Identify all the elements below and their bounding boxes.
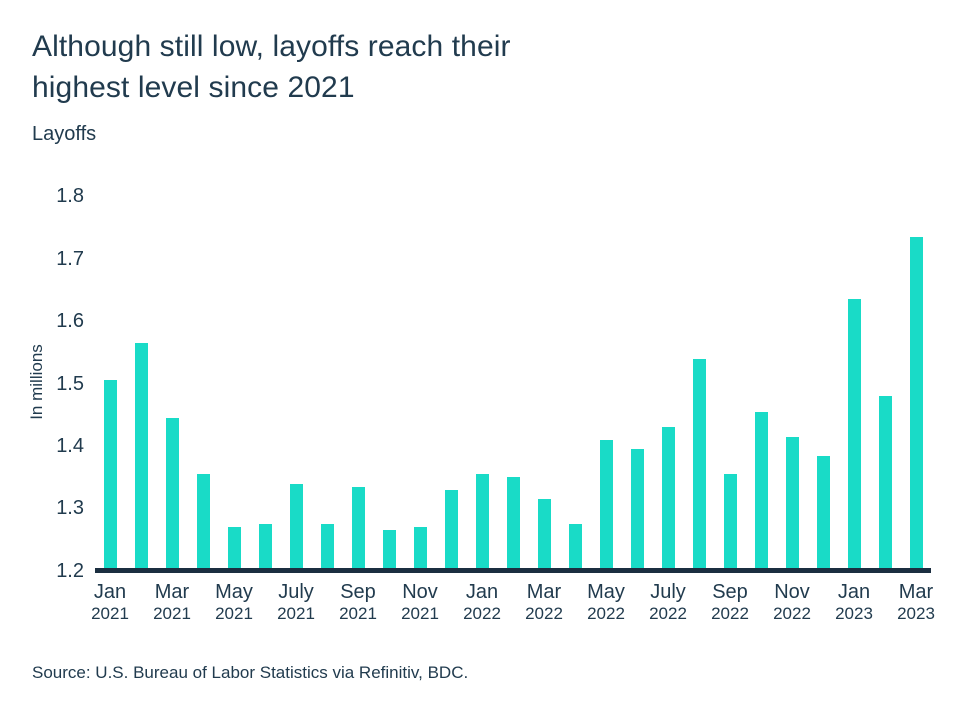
bar-sep-2022	[724, 474, 737, 568]
x-tick-month: Mar	[154, 581, 190, 603]
y-tick-label: 1.8	[56, 185, 84, 207]
x-tick-year: 2022	[463, 604, 501, 623]
x-tick-year: 2021	[91, 604, 129, 623]
bar-aug-2021	[321, 524, 334, 568]
bar-may-2021	[228, 527, 241, 568]
x-tick-label: Mar 2021	[130, 581, 214, 623]
x-tick-month: Nov	[402, 581, 438, 603]
bar-mar-2022	[538, 499, 551, 568]
x-tick-year: 2021	[401, 604, 439, 623]
bar-mar-2023	[910, 237, 923, 568]
x-tick-year: 2022	[773, 604, 811, 623]
x-tick-label: Jan 2022	[440, 581, 524, 623]
bar-oct-2021	[383, 530, 396, 568]
x-tick-year: 2023	[835, 604, 873, 623]
bar-sep-2021	[352, 487, 365, 568]
x-tick-year: 2022	[525, 604, 563, 623]
bar-feb-2023	[879, 396, 892, 568]
x-tick-month: Jan	[837, 581, 871, 603]
x-tick-year: 2021	[339, 604, 377, 623]
x-tick-label: Jan 2023	[812, 581, 896, 623]
x-tick-month: Mar	[898, 581, 934, 603]
x-tick-label: Nov 2021	[378, 581, 462, 623]
bar-jan-2023	[848, 299, 861, 568]
bar-jan-2021	[104, 380, 117, 568]
bar-oct-2022	[755, 412, 768, 568]
x-tick-label: Sep 2021	[316, 581, 400, 623]
bar-dec-2022	[817, 456, 830, 568]
bar-jul-2021	[290, 484, 303, 568]
x-tick-year: 2023	[897, 604, 935, 623]
bar-apr-2021	[197, 474, 210, 568]
x-tick-label: May 2021	[192, 581, 276, 623]
bar-feb-2021	[135, 343, 148, 568]
x-tick-month: May	[587, 581, 625, 603]
y-tick-label: 1.6	[56, 310, 84, 332]
bar-dec-2021	[445, 490, 458, 568]
bar-jul-2022	[662, 427, 675, 568]
bar-aug-2022	[693, 359, 706, 568]
x-tick-year: 2022	[649, 604, 687, 623]
x-tick-month: Jan	[93, 581, 127, 603]
x-tick-month: Sep	[712, 581, 748, 603]
chart-title-line2: highest level since 2021	[32, 71, 355, 104]
chart-subtitle: Layoffs	[32, 123, 97, 145]
x-tick-label: Nov 2022	[750, 581, 834, 623]
y-tick-label: 1.7	[56, 248, 84, 270]
bar-may-2022	[600, 440, 613, 568]
x-tick-label: Mar 2022	[502, 581, 586, 623]
x-tick-month: Jan	[465, 581, 499, 603]
bar-nov-2022	[786, 437, 799, 568]
x-tick-year: 2021	[153, 604, 191, 623]
y-tick-label: 1.3	[56, 497, 84, 519]
x-tick-month: July	[650, 581, 686, 603]
source-note: Source: U.S. Bureau of Labor Statistics …	[32, 663, 469, 682]
x-tick-label: Jan 2021	[68, 581, 152, 623]
x-axis-line	[95, 568, 931, 573]
bar-jun-2022	[631, 449, 644, 568]
x-tick-month: May	[215, 581, 253, 603]
bar-jan-2022	[476, 474, 489, 568]
y-tick-label: 1.5	[56, 373, 84, 395]
chart-title: Although still low, layoffs reach their …	[32, 26, 511, 108]
y-tick-label: 1.4	[56, 435, 84, 457]
bar-nov-2021	[414, 527, 427, 568]
bar-feb-2022	[507, 477, 520, 568]
x-tick-label: Mar 2023	[874, 581, 958, 623]
y-tick-label: 1.2	[56, 560, 84, 582]
x-tick-year: 2022	[711, 604, 749, 623]
x-tick-year: 2022	[587, 604, 625, 623]
x-tick-month: July	[278, 581, 314, 603]
bar-jun-2021	[259, 524, 272, 568]
x-tick-month: Sep	[340, 581, 376, 603]
chart-title-line1: Although still low, layoffs reach their	[32, 30, 511, 63]
x-tick-label: Sep 2022	[688, 581, 772, 623]
bar-mar-2021	[166, 418, 179, 568]
x-tick-month: Nov	[774, 581, 810, 603]
x-tick-label: May 2022	[564, 581, 648, 623]
x-tick-month: Mar	[526, 581, 562, 603]
bar-apr-2022	[569, 524, 582, 568]
x-tick-year: 2021	[277, 604, 315, 623]
x-tick-label: July 2021	[254, 581, 338, 623]
x-tick-label: July 2022	[626, 581, 710, 623]
x-tick-year: 2021	[215, 604, 253, 623]
